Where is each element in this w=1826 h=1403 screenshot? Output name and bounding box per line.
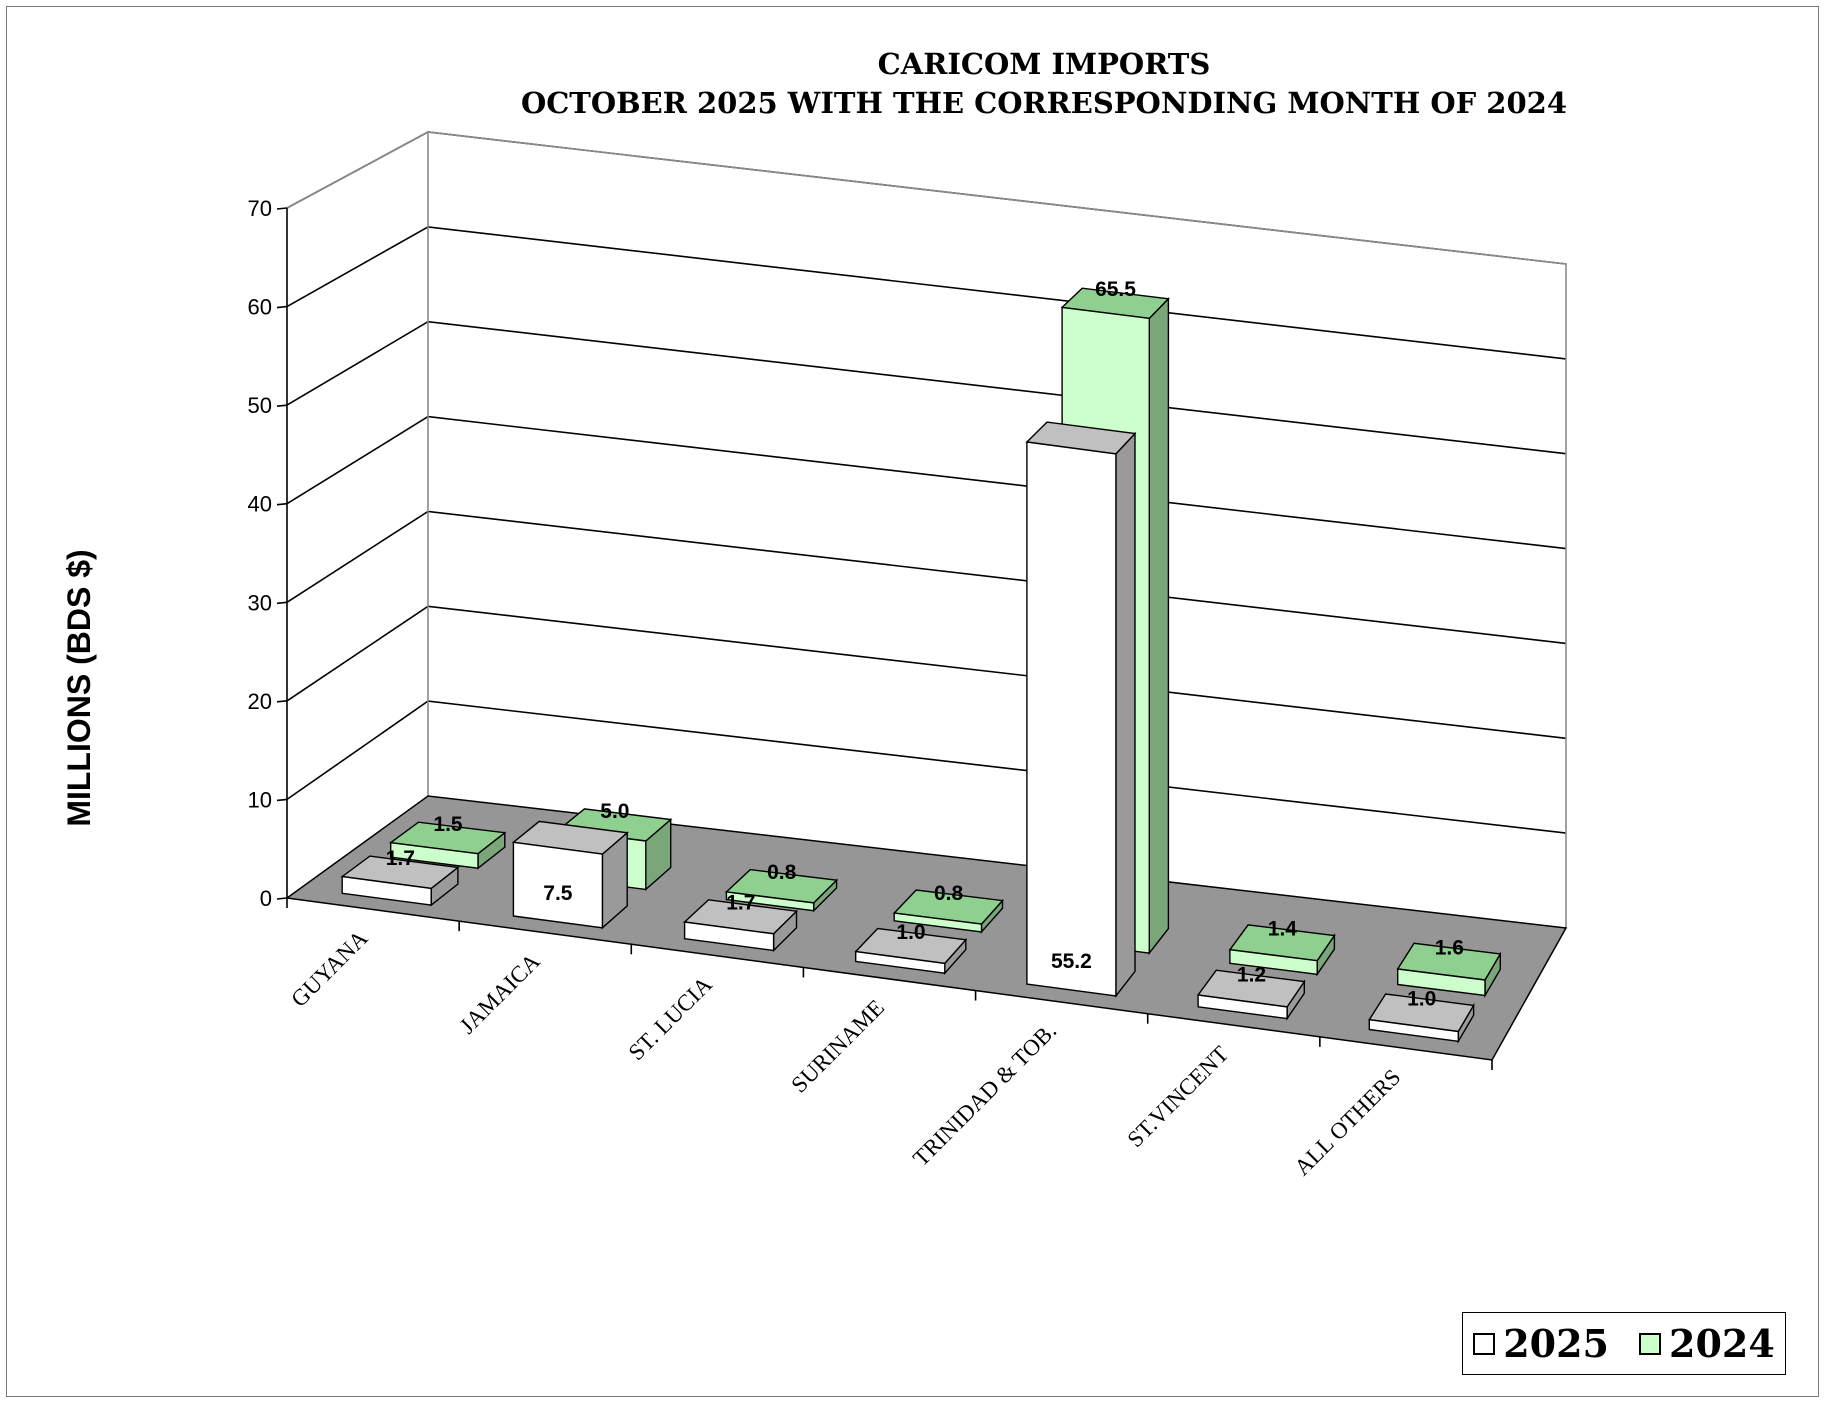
data-label-2024: 1.4 bbox=[1268, 918, 1298, 941]
y-tick-label: 50 bbox=[248, 393, 272, 418]
bar-2025 bbox=[511, 820, 629, 930]
legend-item-2024: 2024 bbox=[1639, 1321, 1775, 1366]
y-tick-label: 40 bbox=[248, 492, 272, 517]
y-tick-label: 70 bbox=[248, 196, 272, 221]
x-tick-label: TRINIDAD & TOB. bbox=[908, 1018, 1061, 1171]
bar-front bbox=[725, 891, 815, 912]
bar-2025 bbox=[1025, 421, 1137, 998]
y-tick-mark bbox=[276, 502, 288, 506]
bar-front bbox=[1197, 994, 1288, 1020]
legend-swatch-2025 bbox=[1473, 1332, 1496, 1355]
legend-label-2025: 2025 bbox=[1503, 1321, 1609, 1366]
data-label-2024: 65.5 bbox=[1095, 278, 1136, 301]
data-label-2025: 55.2 bbox=[1051, 950, 1092, 973]
y-tick-mark bbox=[276, 700, 288, 703]
bar-front bbox=[1229, 948, 1318, 976]
y-axis-title: MILLIONS (BDS $) bbox=[61, 549, 97, 826]
plot-area: 0 10 20 30 40 50 60 70 GUYANA JAMAICA ST. LUCIA SUR… bbox=[248, 131, 1568, 1180]
wall-edge bbox=[286, 131, 1567, 928]
legend-label-2024: 2024 bbox=[1669, 1321, 1775, 1366]
y-tick-mark bbox=[276, 305, 288, 309]
x-tick-label: ST.VINCENT bbox=[1122, 1041, 1233, 1152]
data-label-2024: 5.0 bbox=[600, 800, 629, 823]
side-wall bbox=[287, 132, 428, 898]
y-tick-label: 30 bbox=[248, 590, 272, 615]
data-label-2024: 1.6 bbox=[1435, 937, 1464, 960]
data-label-2025: 7.5 bbox=[543, 882, 573, 905]
bar-2024 bbox=[724, 868, 839, 913]
data-label-2025: 1.7 bbox=[386, 847, 415, 870]
x-tick-label: ST. LUCIA bbox=[624, 971, 718, 1065]
y-tick-mark bbox=[276, 897, 288, 900]
y-tick-label: 10 bbox=[248, 787, 272, 812]
data-label-2025: 1.0 bbox=[896, 921, 925, 944]
y-tick-label: 0 bbox=[260, 886, 272, 911]
bar-2024 bbox=[1228, 924, 1336, 977]
chart-title: CARICOM IMPORTS bbox=[878, 47, 1211, 81]
bar-2024 bbox=[388, 821, 507, 870]
bar-front bbox=[341, 875, 432, 906]
y-tick-label: 60 bbox=[248, 295, 272, 320]
data-label-2025: 1.0 bbox=[1407, 988, 1436, 1011]
bar-front bbox=[512, 841, 604, 929]
bar-2024 bbox=[892, 889, 1004, 934]
bar-front bbox=[390, 841, 479, 869]
bar-2025 bbox=[340, 855, 460, 907]
data-label-2024: 0.8 bbox=[934, 882, 964, 905]
bar-2025 bbox=[1196, 969, 1306, 1021]
bar-2025 bbox=[854, 927, 968, 976]
bar-side bbox=[1148, 297, 1170, 956]
bar-front bbox=[855, 950, 946, 974]
bar-front bbox=[893, 912, 983, 933]
bar-front bbox=[683, 921, 775, 952]
chart-subtitle: OCTOBER 2025 WITH THE CORRESPONDING MONT… bbox=[521, 86, 1567, 120]
bar-2025 bbox=[683, 899, 799, 953]
legend-swatch-2024 bbox=[1639, 1332, 1661, 1355]
data-label-2024: 1.5 bbox=[433, 813, 463, 836]
y-tick-mark bbox=[276, 601, 288, 605]
bar-front bbox=[1026, 441, 1117, 997]
y-tick-mark bbox=[276, 207, 288, 210]
data-label-2025: 1.7 bbox=[726, 892, 755, 915]
bar-side bbox=[1115, 431, 1136, 998]
data-label-2025: 1.2 bbox=[1237, 963, 1266, 986]
x-tick-label: SURINAME bbox=[786, 995, 889, 1098]
x-tick-label: ALL OTHERS bbox=[1289, 1064, 1405, 1180]
y-tick-mark bbox=[276, 798, 288, 802]
back-wall bbox=[428, 132, 1566, 928]
legend-item-2025: 2025 bbox=[1473, 1321, 1609, 1366]
x-tick-label: JAMAICA bbox=[455, 948, 545, 1038]
bar-2025 bbox=[1368, 993, 1475, 1044]
y-tick-label: 20 bbox=[248, 689, 272, 714]
bar-front bbox=[1396, 968, 1486, 997]
bar-front bbox=[1368, 1018, 1460, 1043]
y-tick-mark bbox=[276, 404, 288, 407]
legend: 2025 2024 bbox=[1462, 1312, 1786, 1375]
data-label-2024: 0.8 bbox=[767, 861, 797, 884]
x-tick-label: GUYANA bbox=[286, 925, 373, 1012]
bar-2024 bbox=[1396, 942, 1502, 999]
